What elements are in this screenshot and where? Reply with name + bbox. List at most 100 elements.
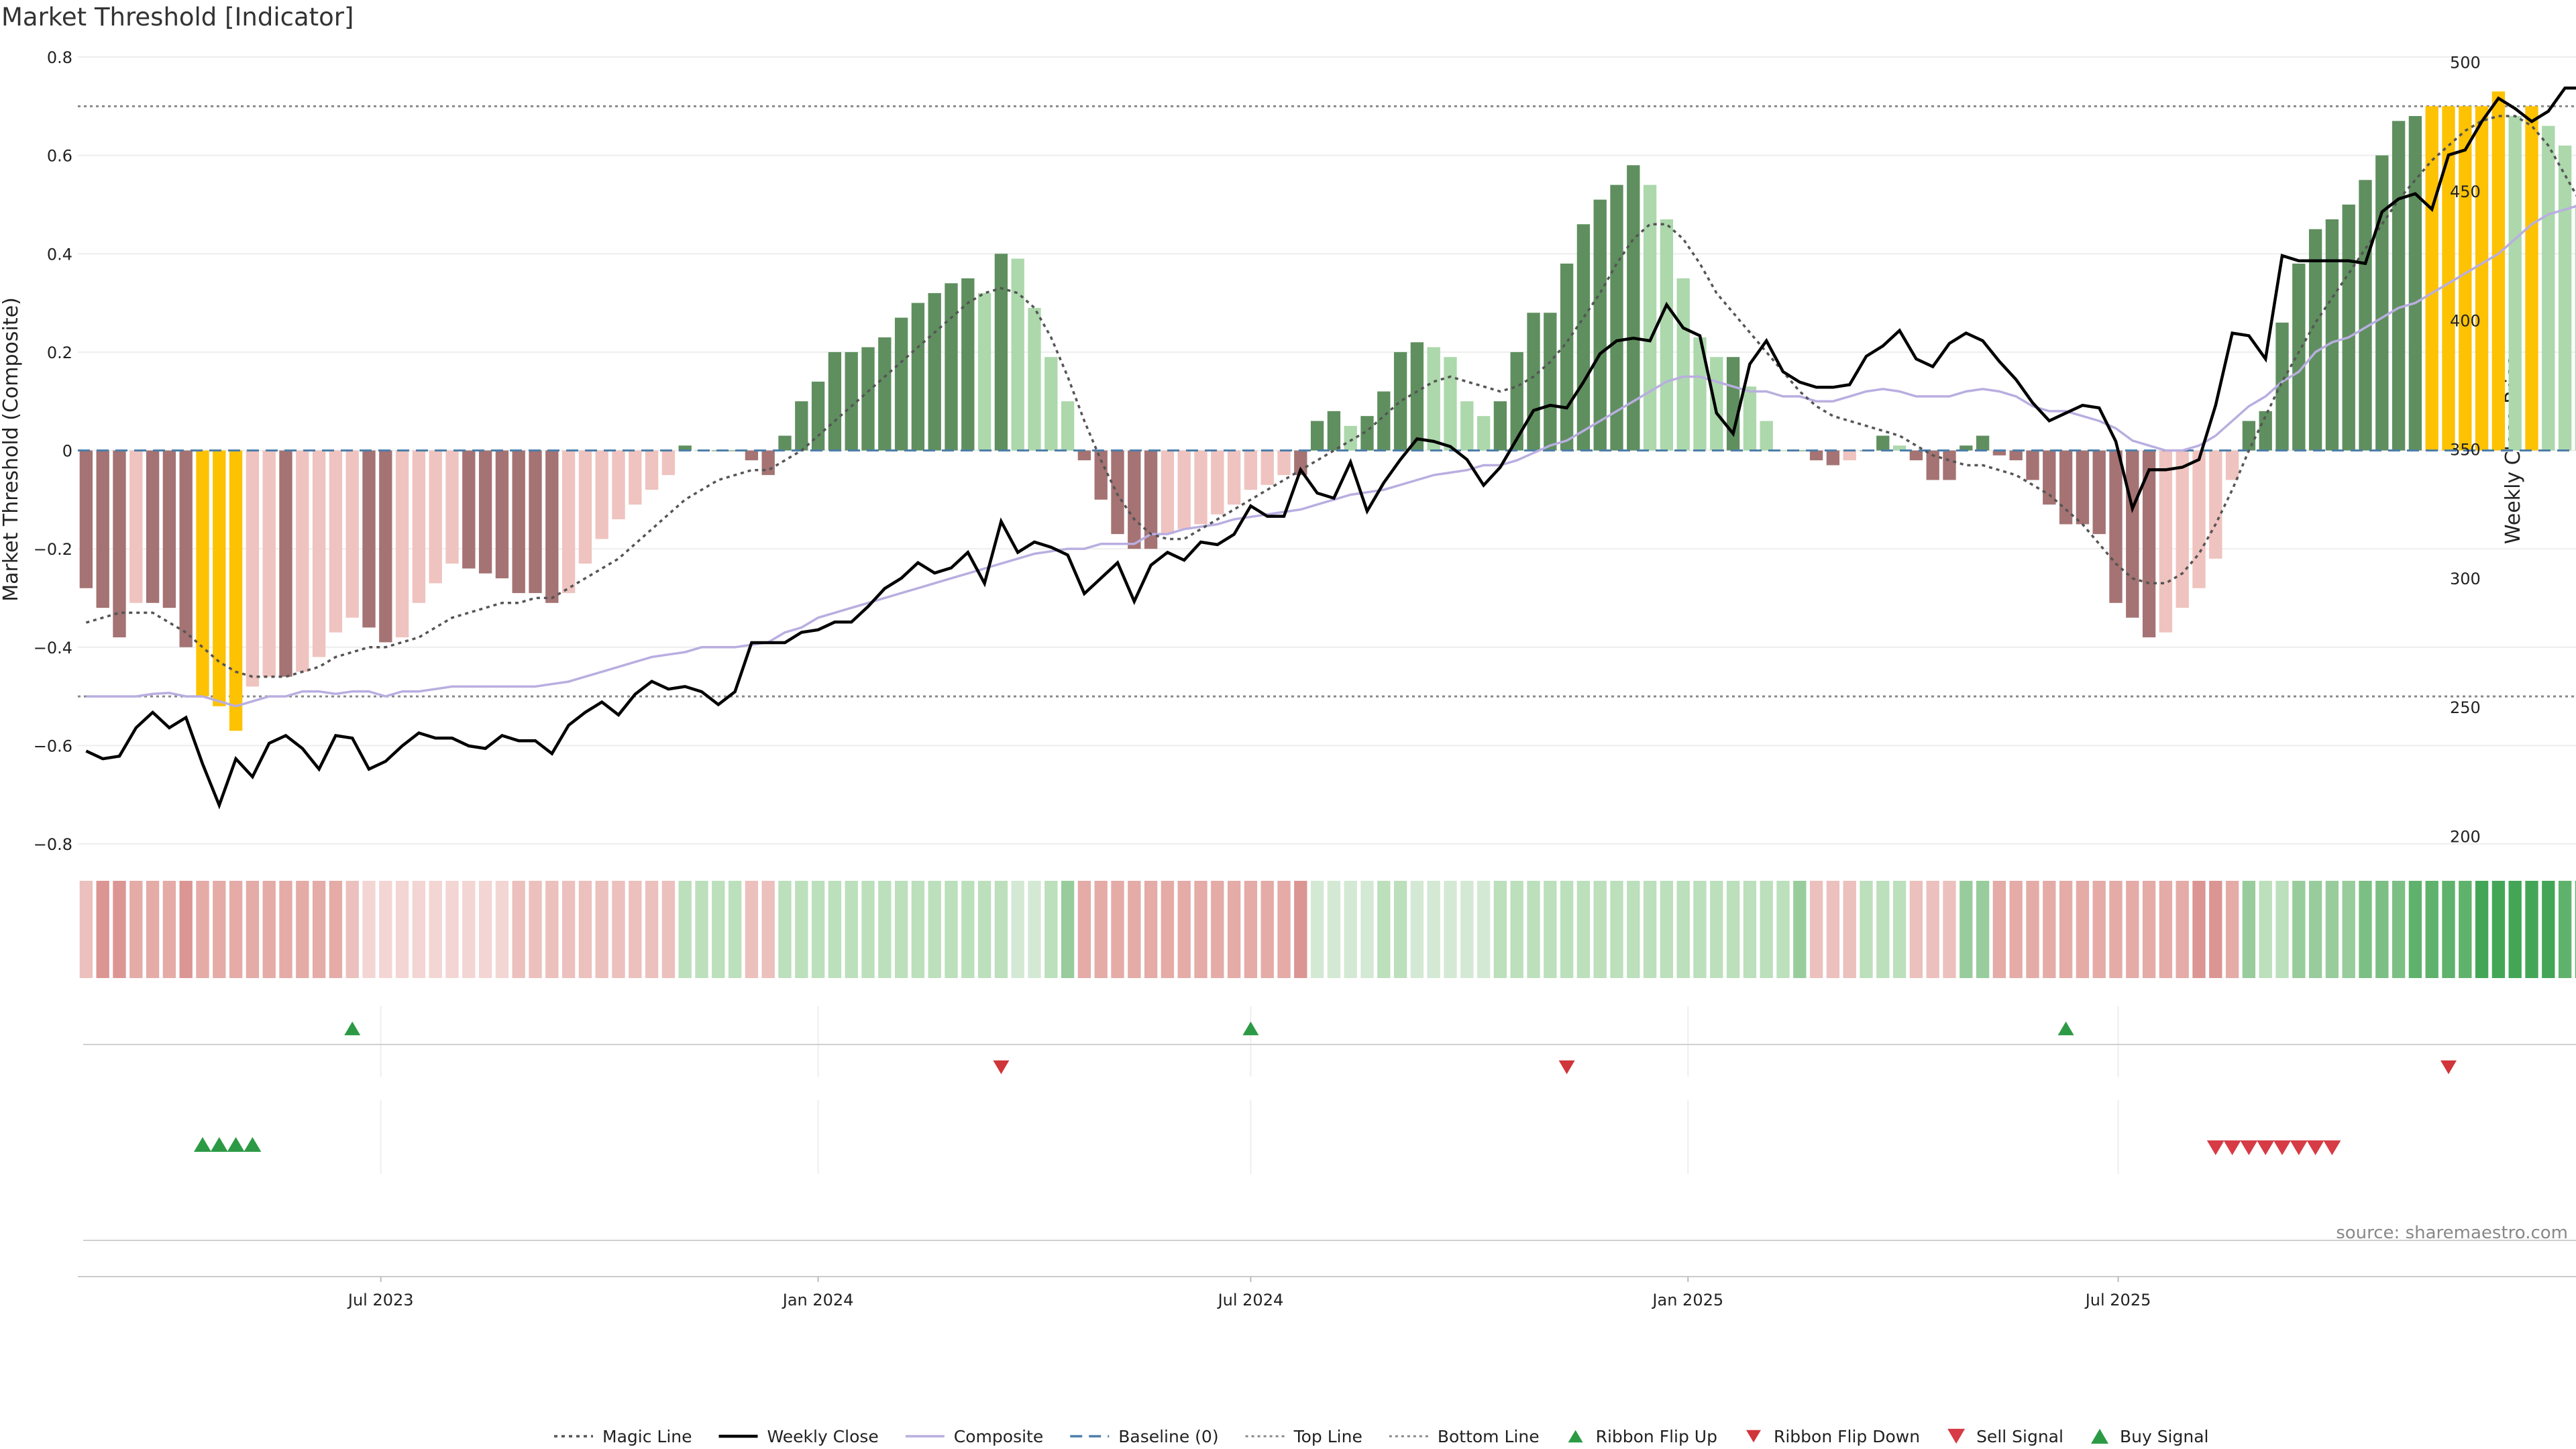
composite-bar	[1128, 450, 1141, 549]
ribbon-cell	[1560, 881, 1574, 978]
composite-bar	[395, 450, 409, 638]
composite-bar	[1377, 391, 1391, 451]
legend-item-top: Top Line	[1245, 1427, 1362, 1446]
ribbon-cell	[279, 881, 292, 978]
ribbon-cell	[878, 881, 892, 978]
right-tick-label: 200	[2450, 827, 2481, 846]
composite-bar	[1077, 450, 1091, 461]
magic-line	[85, 115, 2576, 678]
composite-bar	[1576, 224, 1591, 451]
ribbon-flip-down-marker	[1558, 1060, 1575, 1075]
buy-signal-marker	[244, 1137, 262, 1152]
legend-swatch	[1746, 1430, 1761, 1443]
composite-bar	[262, 450, 276, 677]
left-tick-label: −0.6	[34, 737, 72, 755]
composite-line	[86, 205, 2576, 708]
ribbon-cell	[845, 881, 858, 978]
ribbon-cell	[745, 881, 759, 978]
composite-bar	[1960, 445, 1973, 451]
composite-bar	[761, 450, 775, 476]
ribbon-cell	[2059, 881, 2073, 978]
ribbon-cell	[129, 881, 143, 978]
composite-bar	[1360, 416, 1374, 451]
composite-bar	[2542, 125, 2555, 451]
left-tick-label: −0.4	[34, 639, 72, 657]
composite-bar	[1477, 416, 1491, 451]
right-tick-label: 400	[2450, 311, 2481, 330]
ribbon-cell	[1011, 881, 1024, 978]
ribbon-cell	[2342, 881, 2355, 978]
ribbon-cell	[2525, 881, 2538, 978]
composite-bar	[2342, 204, 2355, 451]
composite-bar	[1310, 421, 1324, 451]
ribbon-cell	[1593, 881, 1607, 978]
ribbon-cell	[911, 881, 925, 978]
ribbon-cell	[1077, 881, 1091, 978]
ribbon-cell	[1510, 881, 1523, 978]
composite-bar	[1111, 450, 1124, 535]
ribbon-cell	[1676, 881, 1690, 978]
ribbon-cell	[2126, 881, 2139, 978]
ribbon-flip-up-marker	[1242, 1021, 1259, 1036]
legend-label: Ribbon Flip Up	[1596, 1427, 1717, 1446]
ribbon-cell	[1926, 881, 1939, 978]
ribbon-cell	[478, 881, 492, 978]
ribbon-cell	[1909, 881, 1923, 978]
composite-bar	[878, 337, 892, 451]
ribbon-cell	[345, 881, 359, 978]
ribbon-cell	[928, 881, 941, 978]
composite-bar	[512, 450, 525, 594]
composite-bar	[795, 401, 808, 451]
sell-signal-marker	[2273, 1140, 2291, 1155]
ribbon-cell	[1576, 881, 1591, 978]
composite-bar	[1527, 313, 1540, 451]
buy-signal-marker	[210, 1137, 228, 1152]
composite-bar	[2359, 180, 2372, 451]
composite-bar	[462, 450, 476, 569]
legend-item-flipdown: Ribbon Flip Down	[1746, 1427, 1920, 1446]
composite-bar	[2459, 106, 2472, 451]
composite-bars	[79, 91, 2576, 731]
sell-signal-marker	[2290, 1140, 2308, 1155]
composite-bar	[1327, 411, 1341, 451]
ribbon-cell	[1892, 881, 1907, 978]
composite-bar	[1593, 199, 1607, 451]
composite-bar	[495, 450, 509, 579]
sell-signal-marker	[2323, 1140, 2341, 1155]
chart-title: Market Threshold [Indicator]	[1, 3, 354, 32]
composite-bar	[2176, 450, 2189, 608]
ribbon-cell	[2159, 881, 2173, 978]
ribbon-cell	[2325, 881, 2339, 978]
ribbon-cell	[2425, 881, 2438, 978]
composite-bar	[2225, 450, 2239, 480]
buy-signal-marker	[227, 1137, 245, 1152]
legend-label: Sell Signal	[1976, 1427, 2063, 1446]
composite-bar	[379, 450, 392, 643]
composite-bar	[1211, 450, 1224, 515]
ribbon-cell	[395, 881, 409, 978]
composite-bar	[745, 450, 759, 461]
composite-bar	[2442, 106, 2455, 451]
ribbon-cell	[1826, 881, 1840, 978]
composite-bar	[129, 450, 143, 603]
ribbon-cell	[1660, 881, 1674, 978]
ribbon-flip-up-marker	[344, 1021, 361, 1036]
composite-bar	[2192, 450, 2206, 588]
ribbon-cell	[2043, 881, 2056, 978]
left-tick-label: 0.6	[47, 147, 72, 166]
composite-bar	[828, 352, 842, 451]
x-tick-label: Jul 2025	[2084, 1291, 2151, 1309]
reference-lines	[78, 105, 2576, 698]
ribbon-cell	[1144, 881, 1158, 978]
composite-bar	[2242, 421, 2256, 451]
composite-bar	[1643, 184, 1657, 451]
sell-signal-marker	[2257, 1140, 2275, 1155]
ribbon-cell	[629, 881, 642, 978]
composite-bar	[1028, 307, 1041, 451]
left-tick-label: 0.4	[47, 245, 72, 264]
ribbon-cell	[2176, 881, 2189, 978]
composite-bar	[2525, 106, 2538, 451]
ribbon-cell	[1094, 881, 1108, 978]
composite-bar	[612, 450, 625, 520]
composite-bar	[1094, 450, 1108, 500]
